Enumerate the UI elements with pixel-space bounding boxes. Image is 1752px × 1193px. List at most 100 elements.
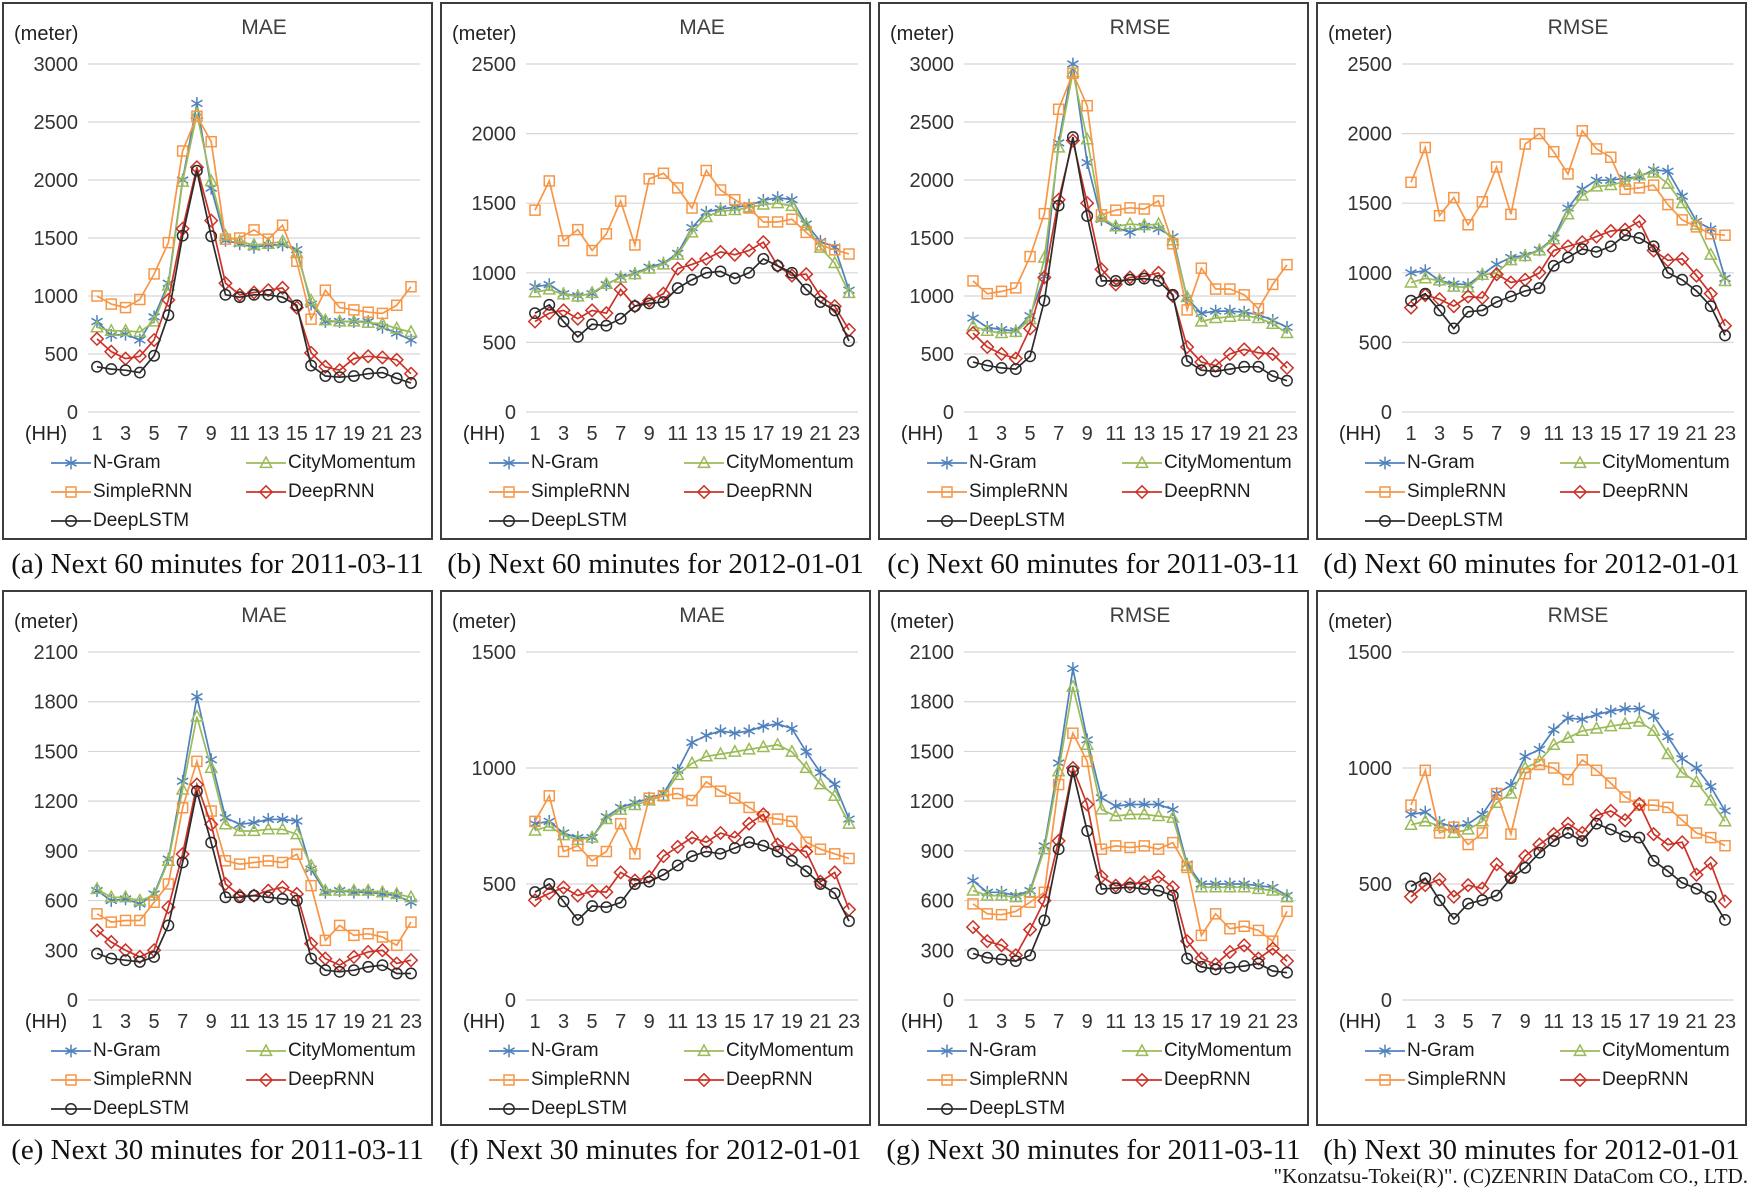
series-citymomentum <box>965 64 1294 339</box>
svg-text:7: 7 <box>177 1011 188 1033</box>
series-n-gram <box>1404 702 1731 834</box>
legend-label: N-Gram <box>1407 451 1475 473</box>
legend-label: CityMomentum <box>726 1039 854 1061</box>
legend-item-citymomentum: CityMomentum <box>683 450 867 475</box>
legend-label: CityMomentum <box>1164 451 1292 473</box>
legend-label: DeepRNN <box>288 480 375 502</box>
svg-text:1500: 1500 <box>909 228 954 250</box>
svg-text:0: 0 <box>1380 990 1391 1012</box>
legend-label: N-Gram <box>1407 1039 1475 1061</box>
svg-text:19: 19 <box>1218 1011 1240 1033</box>
legend-label: CityMomentum <box>288 1039 416 1061</box>
legend-label: CityMomentum <box>1602 1039 1730 1061</box>
legend-item-n-gram: N-Gram <box>1364 450 1559 475</box>
legend-label: N-Gram <box>93 1039 161 1061</box>
svg-text:15: 15 <box>285 1011 307 1033</box>
svg-text:15: 15 <box>1599 1011 1621 1033</box>
svg-text:0: 0 <box>66 402 77 424</box>
series-deeplstm <box>1404 229 1731 342</box>
svg-text:11: 11 <box>667 423 688 445</box>
svg-text:2000: 2000 <box>909 170 954 192</box>
svg-text:7: 7 <box>1491 423 1502 445</box>
svg-text:9: 9 <box>205 423 216 445</box>
svg-text:3: 3 <box>995 423 1006 445</box>
svg-text:21: 21 <box>1247 423 1269 445</box>
legend-label: DeepLSTM <box>1407 509 1504 531</box>
svg-text:5: 5 <box>1024 1011 1035 1033</box>
svg-text:3: 3 <box>119 1011 130 1033</box>
svg-text:23: 23 <box>837 1011 859 1033</box>
svg-text:7: 7 <box>177 423 188 445</box>
svg-text:1500: 1500 <box>1347 642 1392 664</box>
legend-item-deeprnn: DeepRNN <box>683 1067 867 1092</box>
legend-item-citymomentum: CityMomentum <box>1121 450 1305 475</box>
chart-legend-c: N-Gram CityMomentum SimpleRNN DeepRNN DeepLS… <box>882 450 1305 533</box>
svg-text:1800: 1800 <box>909 692 954 714</box>
chart-legend-b: N-Gram CityMomentum SimpleRNN DeepRNN DeepLS… <box>444 450 867 533</box>
svg-text:15: 15 <box>1161 1011 1183 1033</box>
legend-item-citymomentum: CityMomentum <box>245 1038 429 1063</box>
asterisk-marker-icon <box>1365 456 1405 469</box>
legend-label: DeepLSTM <box>531 509 628 531</box>
series-deeprnn <box>527 807 856 917</box>
svg-text:1200: 1200 <box>33 791 78 813</box>
series-simplernn <box>90 110 417 325</box>
svg-text:600: 600 <box>44 891 77 913</box>
svg-text:2000: 2000 <box>471 124 516 146</box>
svg-text:15: 15 <box>285 423 307 445</box>
chart-plot-c: 0 500 1000 1500 2000 2500 3000 RMSE (meter) (HH) 1… <box>890 16 1298 445</box>
legend-label: DeepRNN <box>1602 480 1689 502</box>
svg-text:17: 17 <box>1190 423 1212 445</box>
svg-text:1: 1 <box>1405 423 1416 445</box>
svg-text:3: 3 <box>119 423 130 445</box>
legend-item-n-gram: N-Gram <box>926 450 1121 475</box>
legend-label: CityMomentum <box>288 451 416 473</box>
legend-label: SimpleRNN <box>969 480 1069 502</box>
svg-text:11: 11 <box>1543 1011 1564 1033</box>
series-simplernn <box>966 727 1293 947</box>
svg-text:500: 500 <box>1358 332 1391 354</box>
svg-text:23: 23 <box>399 1011 421 1033</box>
svg-text:1000: 1000 <box>909 286 954 308</box>
svg-text:3: 3 <box>1433 1011 1444 1033</box>
chart-panel-c: 0 500 1000 1500 2000 2500 3000 RMSE (meter) (HH) 1… <box>878 2 1309 540</box>
circle-marker-icon <box>51 514 91 527</box>
circle-marker-icon <box>927 514 967 527</box>
svg-text:17: 17 <box>752 1011 774 1033</box>
svg-text:3: 3 <box>557 1011 568 1033</box>
chart-panel-e: 0 300 600 900 1200 1500 1800 2100 MAE (meter) (HH)… <box>2 590 433 1126</box>
svg-text:5: 5 <box>1462 1011 1473 1033</box>
x-axis-unit-label: (HH) <box>462 423 504 445</box>
legend-item-citymomentum: CityMomentum <box>683 1038 867 1063</box>
svg-text:9: 9 <box>643 1011 654 1033</box>
legend-item-n-gram: N-Gram <box>1364 1038 1559 1063</box>
legend-item-deeprnn: DeepRNN <box>683 479 867 504</box>
legend-item-deeprnn: DeepRNN <box>1121 1067 1305 1092</box>
svg-text:1800: 1800 <box>33 692 78 714</box>
legend-label: N-Gram <box>969 1039 1037 1061</box>
svg-text:7: 7 <box>615 423 626 445</box>
svg-text:9: 9 <box>1081 1011 1092 1033</box>
svg-text:1: 1 <box>529 1011 540 1033</box>
triangle-marker-icon <box>246 1042 286 1056</box>
legend-label: N-Gram <box>531 1039 599 1061</box>
svg-text:3: 3 <box>995 1011 1006 1033</box>
series-deeprnn <box>1403 214 1732 333</box>
legend-item-citymomentum: CityMomentum <box>1559 450 1743 475</box>
svg-text:1: 1 <box>967 423 978 445</box>
svg-text:1: 1 <box>1405 1011 1416 1033</box>
chart-caption: (d) Next 60 minutes for 2012-01-01 <box>1323 548 1740 580</box>
legend-label: DeepRNN <box>726 1068 813 1090</box>
triangle-marker-icon <box>684 454 724 468</box>
svg-text:0: 0 <box>1380 402 1391 424</box>
legend-label: SimpleRNN <box>93 480 193 502</box>
square-marker-icon <box>489 485 529 498</box>
legend-item-deeprnn: DeepRNN <box>1559 1067 1743 1092</box>
svg-text:19: 19 <box>780 1011 802 1033</box>
svg-text:600: 600 <box>920 891 953 913</box>
svg-text:1: 1 <box>529 423 540 445</box>
legend-label: DeepRNN <box>1164 480 1251 502</box>
legend-item-deeplstm: DeepLSTM <box>488 1096 683 1121</box>
chart-title: MAE <box>241 604 287 627</box>
